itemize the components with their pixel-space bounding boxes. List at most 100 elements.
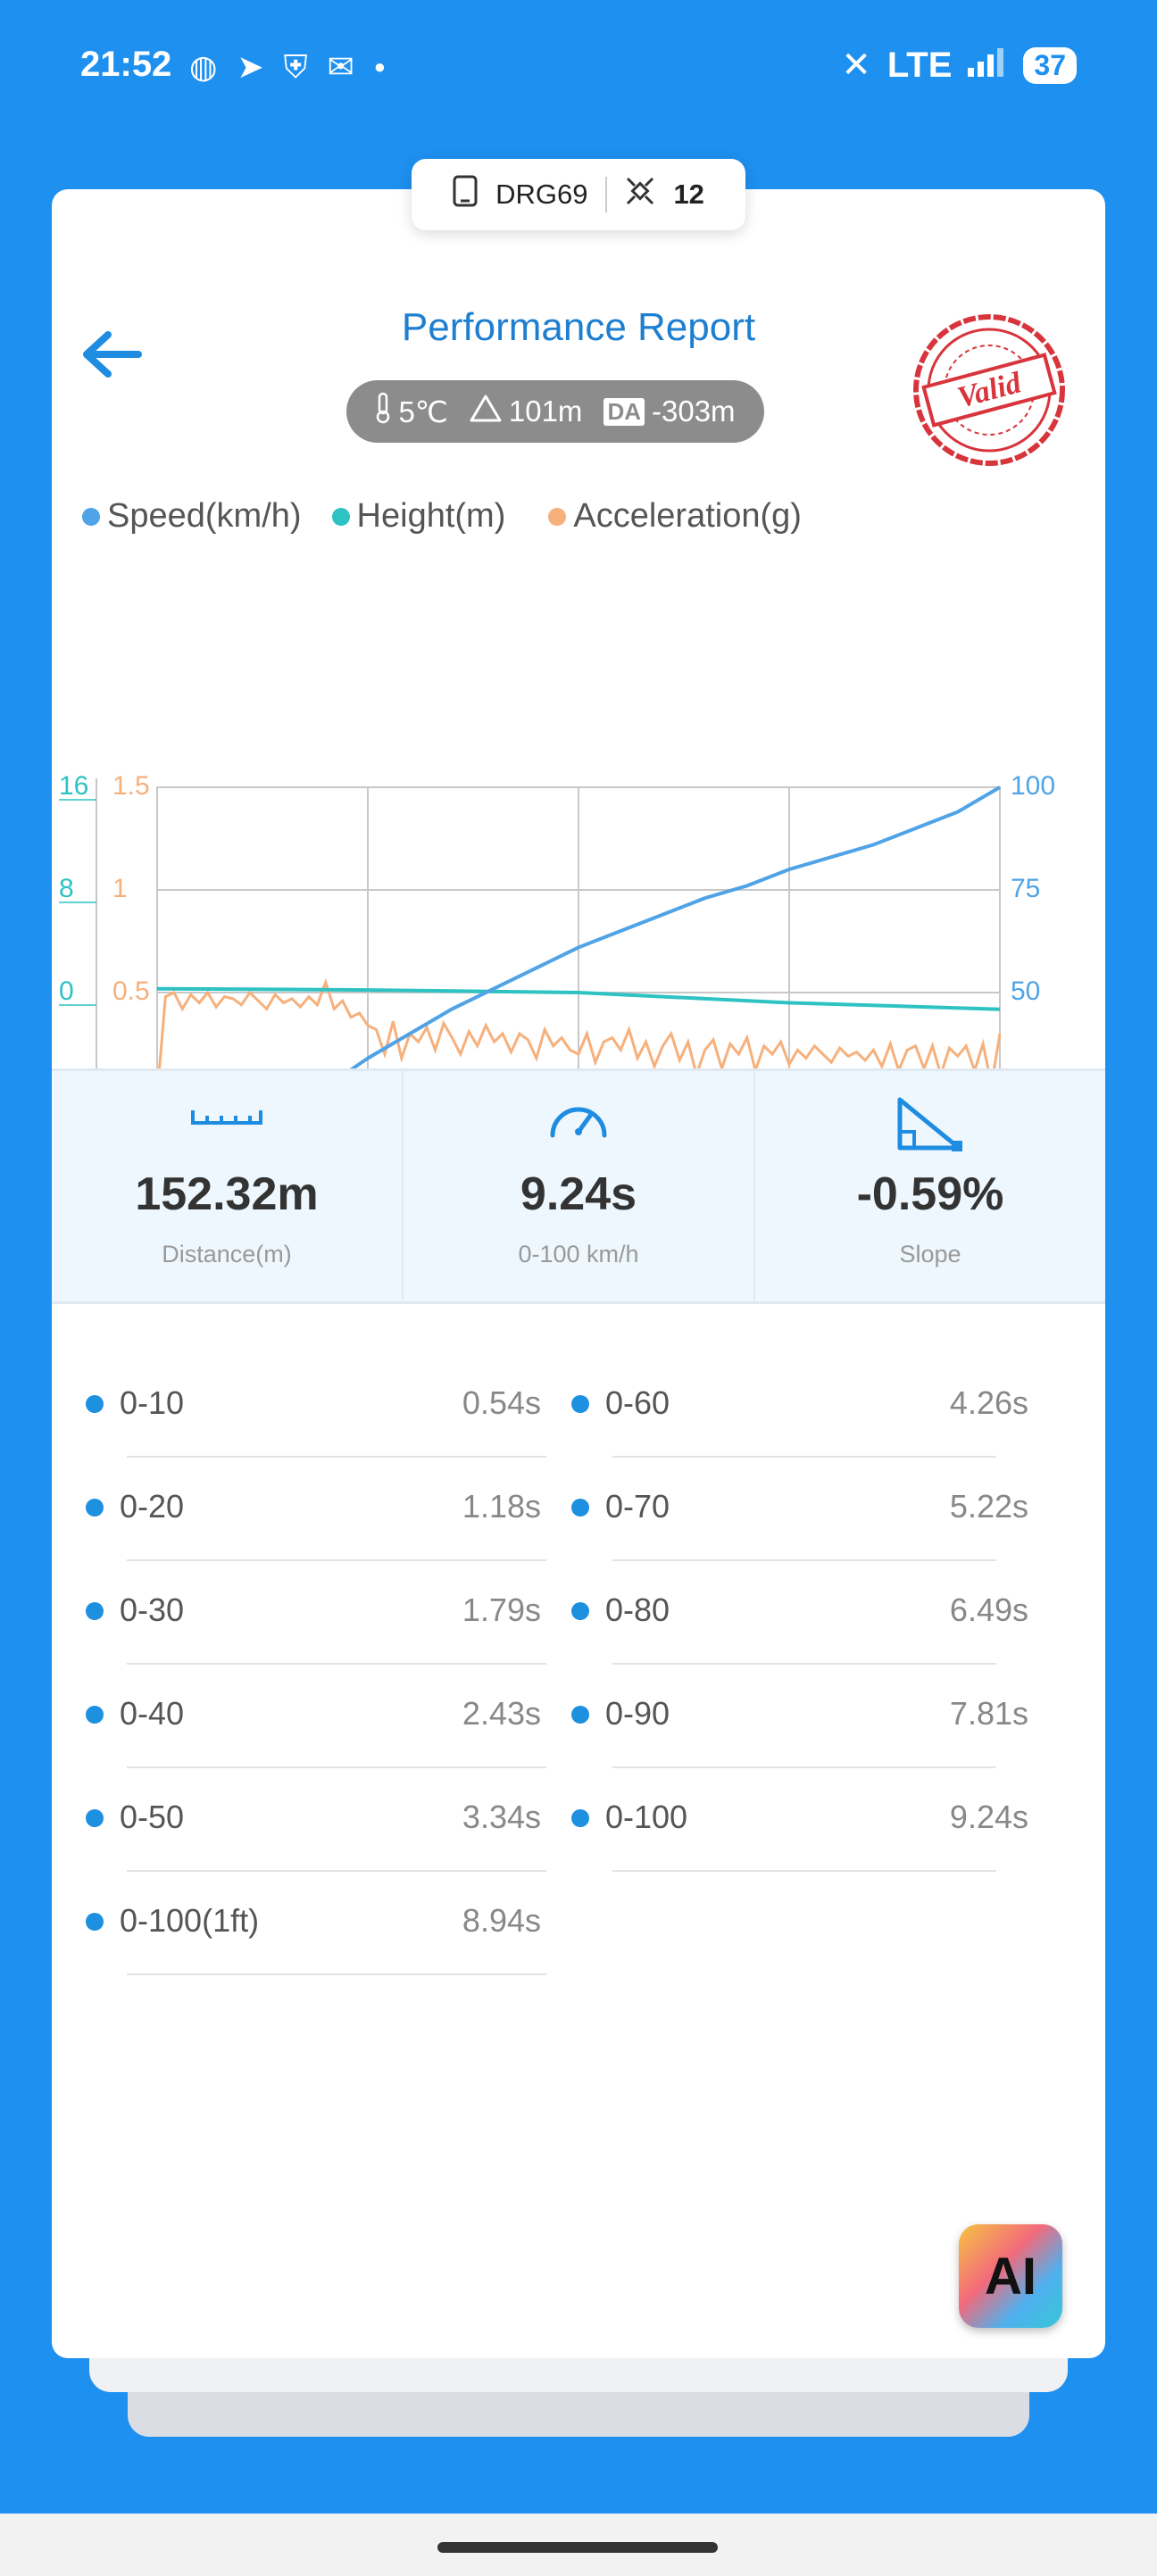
split-time: 3.34s: [462, 1799, 541, 1835]
zero-to-hundred-label: 0-100 km/h: [518, 1241, 639, 1267]
split-name: 0-50: [120, 1799, 185, 1835]
row-divider: [127, 1870, 546, 1872]
legend-acceleration[interactable]: Acceleration(g): [548, 497, 802, 536]
stamp-text: Valid: [954, 366, 1026, 415]
split-name: 0-20: [120, 1488, 185, 1525]
stat-zero-to-hundred: 9.24s 0-100 km/h: [404, 1071, 755, 1301]
bullet-dot: [86, 1499, 104, 1517]
device-name: DRG69: [495, 179, 588, 210]
density-altitude-item: DA -303m: [603, 395, 736, 428]
accel-tick-label: 0.5: [112, 976, 150, 1006]
row-divider: [612, 1559, 996, 1561]
split-row-0-10: 0-10 0.54s: [86, 1354, 546, 1458]
split-name: 0-70: [605, 1488, 670, 1525]
satellite-count: 12: [673, 179, 704, 210]
row-divider: [612, 1456, 996, 1458]
da-icon: DA: [603, 397, 645, 426]
ai-assistant-button[interactable]: AI: [959, 2224, 1062, 2328]
telegram-icon: ➤: [237, 48, 264, 85]
height-tick-label: 0: [59, 976, 74, 1006]
battery-indicator: 37: [1023, 46, 1077, 84]
split-row-0-60: 0-60 4.26s: [571, 1354, 1028, 1458]
slope-label: Slope: [899, 1241, 961, 1267]
device-icon: [453, 175, 478, 214]
split-row-0-100-1ft: 0-100(1ft) 8.94s: [86, 1872, 546, 1975]
divider: [605, 177, 608, 212]
legend-dot: [331, 507, 350, 526]
row-divider: [127, 1766, 546, 1768]
split-time: 1.79s: [462, 1591, 541, 1628]
signal-bars-icon: [968, 46, 1007, 86]
bullet-dot: [86, 1913, 104, 1931]
acceleration-series-line: [155, 977, 1002, 1096]
dot-icon: ●: [373, 55, 387, 78]
legend-dot: [548, 507, 567, 526]
split-row-0-70: 0-70 5.22s: [571, 1458, 1028, 1561]
legend-label: Height(m): [356, 497, 506, 535]
device-selector[interactable]: DRG69 12: [412, 159, 745, 230]
mute-icon: ✕: [841, 46, 871, 85]
split-time: 2.43s: [462, 1695, 541, 1732]
network-label: LTE: [886, 45, 953, 85]
split-time: 9.24s: [949, 1799, 1028, 1835]
altitude-item: 101m: [470, 394, 583, 429]
split-time: 4.26s: [949, 1384, 1028, 1421]
density-altitude-value: -303m: [652, 395, 736, 428]
split-time: 8.94s: [462, 1902, 541, 1939]
thermometer-icon: [375, 392, 391, 431]
notification-icons: ◍ ➤ ⛨ ✉ ●: [189, 45, 386, 89]
legend-speed[interactable]: Speed(km/h): [82, 497, 302, 536]
bullet-dot: [571, 1706, 589, 1724]
shield-icon: ⛨: [283, 48, 308, 85]
temperature-item: 5℃: [375, 392, 448, 431]
legend-height[interactable]: Height(m): [331, 497, 506, 536]
distance-value: 152.32m: [135, 1168, 319, 1220]
valid-stamp: Valid: [913, 314, 1065, 466]
split-name: 0-60: [605, 1384, 670, 1421]
environment-info: 5℃ 101m DA -303m: [346, 380, 764, 443]
signal-app-icon: ◍: [189, 48, 218, 85]
zero-to-hundred-value: 9.24s: [520, 1168, 637, 1220]
split-name: 0-40: [120, 1695, 185, 1732]
split-time: 1.18s: [462, 1488, 541, 1525]
row-divider: [612, 1766, 996, 1768]
speedometer-icon: [404, 1096, 753, 1150]
split-name: 0-80: [605, 1591, 670, 1628]
accel-tick-label: 1: [112, 874, 128, 903]
row-divider: [127, 1663, 546, 1665]
status-bar: 21:52 ◍ ➤ ⛨ ✉ ● ✕ LTE 37: [0, 0, 1157, 134]
split-row-0-40: 0-40 2.43s: [86, 1665, 546, 1768]
slope-value: -0.59%: [856, 1168, 1004, 1220]
gmail-icon: ✉: [327, 48, 354, 85]
bullet-dot: [571, 1499, 589, 1517]
split-time: 0.54s: [462, 1384, 541, 1421]
bullet-dot: [86, 1602, 104, 1620]
split-row-0-80: 0-80 6.49s: [571, 1561, 1028, 1665]
bullet-dot: [571, 1395, 589, 1413]
stat-distance: 152.32m Distance(m): [52, 1071, 404, 1301]
ruler-icon: [52, 1096, 402, 1150]
back-button[interactable]: [70, 314, 150, 395]
bullet-dot: [571, 1809, 589, 1827]
split-time: 7.81s: [949, 1695, 1028, 1732]
mountain-icon: [470, 394, 502, 429]
split-name: 0-90: [605, 1695, 670, 1732]
altitude-value: 101m: [508, 395, 583, 428]
legend-label: Acceleration(g): [573, 497, 802, 535]
bullet-dot: [86, 1706, 104, 1724]
speed-tick-label: 75: [1011, 874, 1040, 903]
split-row-0-50: 0-50 3.34s: [86, 1768, 546, 1872]
row-divider: [612, 1663, 996, 1665]
split-time: 5.22s: [949, 1488, 1028, 1525]
legend-label: Speed(km/h): [107, 497, 302, 535]
row-divider: [127, 1456, 546, 1458]
satellite-icon: [625, 176, 655, 213]
status-time: 21:52: [80, 45, 172, 84]
height-series-line: [156, 986, 1001, 1011]
home-gesture-handle[interactable]: [437, 2542, 718, 2553]
temperature-value: 5℃: [398, 395, 448, 428]
split-row-0-100: 0-100 9.24s: [571, 1768, 1028, 1872]
split-row-0-90: 0-90 7.81s: [571, 1665, 1028, 1768]
split-row-0-20: 0-20 1.18s: [86, 1458, 546, 1561]
split-row-0-30: 0-30 1.79s: [86, 1561, 546, 1665]
